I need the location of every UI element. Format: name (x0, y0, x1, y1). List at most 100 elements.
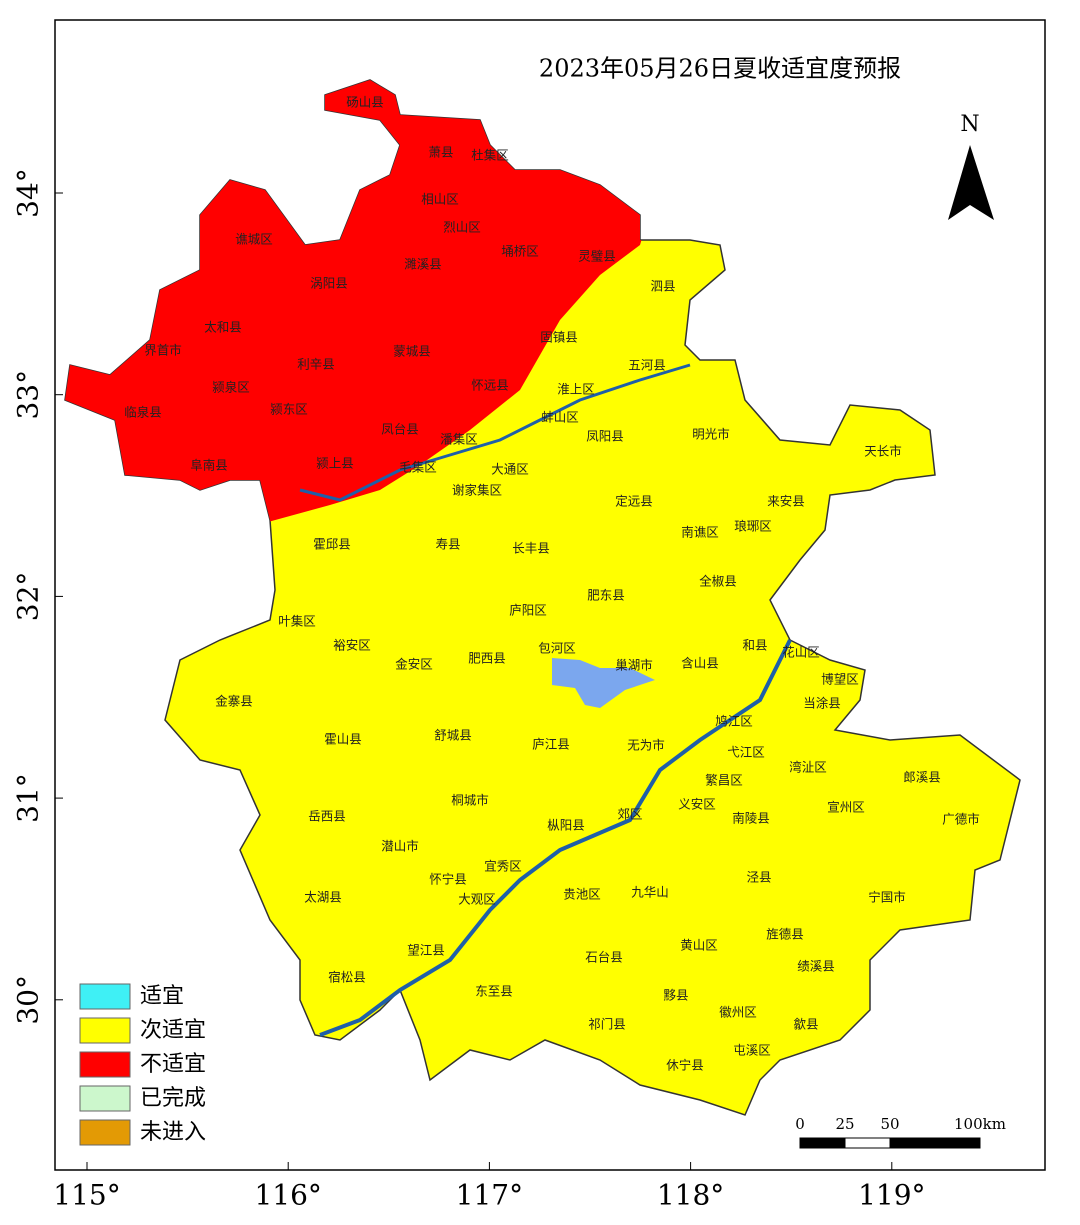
county-label: 含山县 (681, 656, 719, 671)
county-label: 枞阳县 (547, 818, 585, 833)
county-label: 叶集区 (278, 614, 316, 629)
county-label: 潜山市 (381, 839, 419, 854)
legend-label: 不适宜 (140, 1052, 206, 1077)
county-label: 花山区 (782, 645, 820, 660)
county-label: 天长市 (864, 444, 902, 459)
county-label: 泗县 (650, 279, 675, 294)
county-label: 凤台县 (381, 422, 419, 437)
county-label: 肥东县 (587, 588, 625, 603)
county-label: 怀远县 (471, 378, 509, 393)
county-label: 庐江县 (532, 737, 570, 752)
county-label: 鸠江区 (715, 714, 753, 729)
legend-swatch (79, 1085, 131, 1112)
county-label: 巢湖市 (615, 658, 653, 673)
scale-label: 25 (835, 1115, 854, 1133)
legend-swatch (79, 1119, 131, 1146)
county-label: 谯城区 (235, 232, 273, 247)
legend-label: 次适宜 (140, 1018, 206, 1043)
county-label: 绩溪县 (797, 959, 835, 974)
legend-label: 适宜 (140, 984, 184, 1009)
county-label: 界首市 (144, 343, 182, 358)
scale-label: 0 (795, 1115, 805, 1133)
county-label: 九华山 (631, 885, 669, 900)
county-label: 萧县 (428, 145, 453, 160)
county-label: 宁国市 (868, 890, 906, 905)
county-label: 黟县 (663, 988, 688, 1003)
chaohu-lake (552, 658, 655, 708)
lat-tick-label: 33° (12, 370, 45, 420)
lon-tick-label: 117° (456, 1179, 523, 1212)
county-label: 徽州区 (719, 1005, 757, 1020)
lat-tick-label: 32° (12, 572, 45, 622)
scale-label: 50 (880, 1115, 899, 1133)
county-label: 太和县 (204, 320, 242, 335)
county-label: 阜南县 (190, 458, 228, 473)
county-label: 临泉县 (124, 405, 162, 420)
county-label: 明光市 (692, 427, 730, 442)
lon-tick-label: 118° (657, 1179, 724, 1212)
county-label: 五河县 (628, 358, 666, 373)
county-label: 相山区 (421, 192, 459, 207)
county-label: 蒙城县 (393, 344, 431, 359)
county-label: 颍上县 (316, 456, 354, 471)
lon-tick-label: 115° (53, 1179, 120, 1212)
county-label: 蚌山区 (541, 410, 579, 425)
lon-tick-label: 119° (858, 1179, 925, 1212)
county-label: 涡阳县 (310, 276, 348, 291)
county-label: 来安县 (767, 494, 805, 509)
county-label: 肥西县 (468, 651, 506, 666)
county-label: 埇桥区 (501, 244, 539, 259)
county-label: 固镇县 (540, 330, 578, 345)
county-label: 裕安区 (333, 638, 371, 653)
county-label: 屯溪区 (733, 1043, 771, 1058)
county-label: 繁昌区 (705, 773, 743, 788)
north-label: N (960, 112, 979, 137)
county-label: 霍邱县 (313, 537, 351, 552)
county-label: 庐阳区 (509, 603, 547, 618)
county-label: 毛集区 (399, 460, 437, 475)
scale-segment (799, 1137, 846, 1149)
county-label: 祁门县 (588, 1017, 626, 1032)
county-label: 长丰县 (512, 541, 550, 556)
county-label: 利辛县 (297, 357, 335, 372)
county-label: 包河区 (538, 641, 576, 656)
yangtze-river (319, 639, 792, 1037)
county-label: 宿松县 (328, 970, 366, 985)
county-label: 东至县 (475, 984, 513, 999)
county-label: 潘集区 (440, 432, 478, 447)
county-label: 淮上区 (557, 382, 595, 397)
county-label: 太湖县 (304, 890, 342, 905)
county-label: 凤阳县 (586, 429, 624, 444)
huai-river (299, 363, 691, 502)
county-label: 大通区 (491, 462, 529, 477)
county-label: 和县 (742, 638, 767, 653)
county-label: 南陵县 (732, 811, 770, 826)
county-label: 郎溪县 (903, 770, 941, 785)
county-label: 义安区 (678, 797, 716, 812)
county-label: 岳西县 (308, 809, 346, 824)
legend-swatch (79, 983, 131, 1010)
county-label: 舒城县 (434, 728, 472, 743)
county-label: 泾县 (746, 870, 771, 885)
county-label: 大观区 (458, 892, 496, 907)
county-label: 怀宁县 (429, 872, 467, 887)
county-label: 广德市 (942, 812, 980, 827)
county-label: 桐城市 (451, 793, 489, 808)
county-label: 金寨县 (215, 694, 253, 709)
county-label: 石台县 (585, 950, 623, 965)
lat-tick-label: 30° (12, 975, 45, 1025)
county-label: 琅琊区 (734, 519, 772, 534)
county-label: 无为市 (627, 738, 665, 753)
county-label: 休宁县 (666, 1058, 704, 1073)
county-label: 弋江区 (727, 745, 765, 760)
scale-segment (844, 1137, 891, 1149)
lon-tick-label: 116° (254, 1179, 321, 1212)
county-label: 旌德县 (766, 927, 804, 942)
county-label: 望江县 (407, 943, 445, 958)
legend-label: 已完成 (140, 1086, 206, 1111)
county-label: 杜集区 (471, 148, 509, 163)
legend-swatch (79, 1051, 131, 1078)
county-label: 博望区 (821, 672, 859, 687)
lat-tick-label: 34° (12, 168, 45, 218)
